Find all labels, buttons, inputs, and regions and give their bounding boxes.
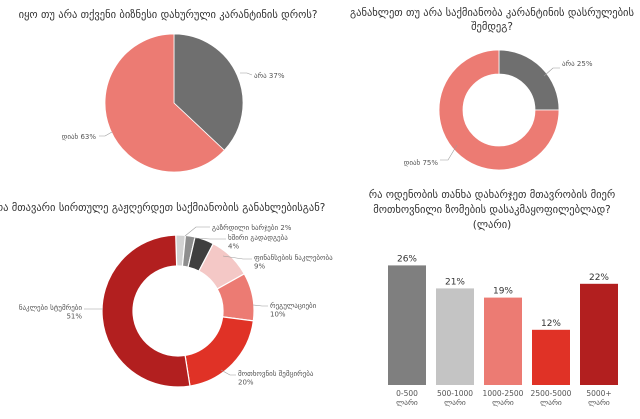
donut-chart-panel-difficulties: რა მთავარი სირთულე გაჟღერდეთ საქმიანობის… (0, 200, 333, 419)
leader-line-yes (99, 131, 113, 137)
chart-title-line-1: რა ოდენობის თანხა დახარჯეთ მთავრობის მიე… (369, 189, 615, 201)
slice-1 (173, 33, 244, 151)
bar-5 (580, 283, 618, 385)
leader-line-no (240, 72, 253, 76)
chart-title-line-3: (ლარი) (473, 219, 512, 231)
leader-line-3 (222, 255, 252, 260)
x-tick-label-1: 0-500 ლარი (396, 389, 418, 407)
bar-1 (388, 265, 426, 385)
leader-line-1 (184, 226, 210, 237)
leader-line-2 (193, 237, 226, 240)
bar-value-label-4: 12% (541, 319, 561, 329)
bar-value-label-1: 26% (397, 254, 417, 264)
bar-value-label-3: 19% (493, 287, 513, 297)
leader-line-no (543, 67, 560, 77)
bar-value-label-5: 22% (589, 273, 609, 283)
slice-label-1: გაზრდილი ხარჯები 2% (212, 223, 292, 232)
x-tick-label-2: 500-1000 ლარი (437, 389, 473, 407)
leader-line-4 (252, 304, 268, 307)
slice-6 (101, 234, 191, 388)
bar-3 (484, 297, 522, 385)
slice-label-yes: დიახ 63% (62, 133, 97, 141)
bar-4 (532, 329, 570, 385)
bar-chart-panel-spending: რა ოდენობის თანხა დახარჯეთ მთავრობის მიე… (320, 189, 640, 419)
pie-chart-panel: იყო თუ არა თქვენი ბიზნესი დახურული კარან… (0, 0, 320, 200)
slice-label-6: ნაკლები სტუმრები 51% (19, 303, 83, 321)
slice-label-yes: დიახ 75% (404, 159, 439, 167)
slice-2 (438, 49, 560, 171)
slice-label-no: არა 37% (254, 71, 285, 80)
slice-label-5: მოთხოვნის შემცირება 20% (238, 369, 314, 387)
donut-chart-panel-reopen: განახლეთ თუ არა საქმიანობა კარანტინის და… (320, 0, 640, 200)
chart-title: იყო თუ არა თქვენი ბიზნესი დახურული კარან… (19, 9, 318, 21)
slice-label-4: რეგულაციები 10% (270, 301, 317, 319)
slice-2 (104, 33, 225, 173)
slice-label-no: არა 25% (562, 59, 593, 68)
leader-line-5 (220, 369, 236, 376)
chart-title-line-2: შემდეგ? (471, 21, 513, 33)
chart-title: რა მთავარი სირთულე გაჟღერდეთ საქმიანობის… (0, 202, 325, 214)
slice-label-2: ხშირი გადადგება 4% (228, 233, 288, 251)
bar-value-label-2: 21% (445, 277, 465, 287)
donut-chart-reopen: განახლეთ თუ არა საქმიანობა კარანტინის და… (350, 7, 634, 171)
slice-1 (498, 49, 560, 111)
slice-label-3: ფინანსების ნაკლებობა 9% (254, 254, 333, 271)
x-tick-label-5: 5000+ ლარი (586, 389, 611, 407)
leader-line-yes (440, 144, 458, 161)
donut-chart-difficulties: რა მთავარი სირთულე გაჟღერდეთ საქმიანობის… (0, 202, 333, 388)
x-tick-label-4: 2500-5000 ლარი (531, 389, 572, 407)
pie-chart-closure: იყო თუ არა თქვენი ბიზნესი დახურული კარან… (19, 9, 318, 173)
chart-title-line-1: განახლეთ თუ არა საქმიანობა კარანტინის და… (350, 7, 634, 19)
bar-chart-spending: რა ოდენობის თანხა დახარჯეთ მთავრობის მიე… (369, 189, 618, 407)
bar-2 (436, 288, 474, 385)
chart-title-line-2: მოთხოვნილი ზომების დასაკმაყოფილებლად? (373, 204, 610, 216)
x-tick-label-3: 1000-2500 ლარი (483, 389, 524, 407)
